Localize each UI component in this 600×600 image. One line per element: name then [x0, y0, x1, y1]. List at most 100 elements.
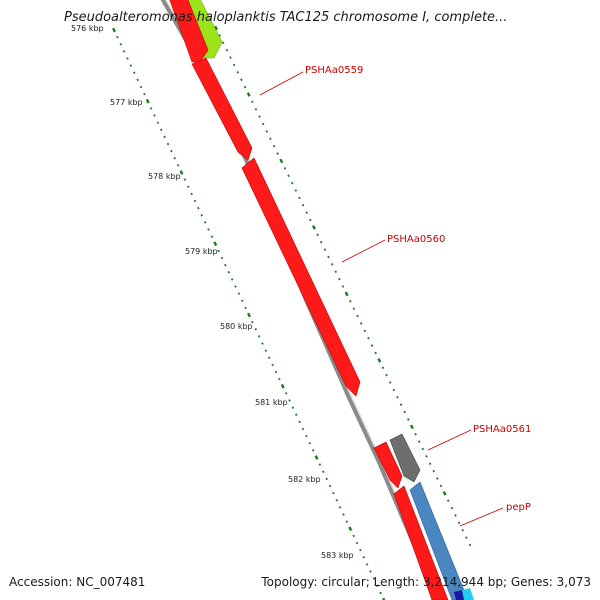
tick-mark [200, 213, 203, 217]
tick-mark [210, 235, 214, 238]
tick-mark [224, 263, 227, 267]
tick-mark [264, 349, 268, 352]
tick-dots-inner [112, 27, 386, 600]
tick-mark [119, 42, 122, 46]
tick-mark [323, 248, 327, 251]
gene-arrow-red-small[interactable] [373, 441, 403, 489]
tick-mark [237, 292, 241, 295]
tick-mark [276, 152, 279, 155]
tick-mark [234, 285, 237, 288]
tick-mark [376, 584, 379, 588]
tick-mark [176, 164, 180, 167]
tick-label: 581 kbp [255, 398, 288, 407]
tick-mark [227, 270, 230, 274]
tick-mark [283, 167, 287, 170]
gene-arrow-red-lower[interactable] [393, 485, 449, 600]
tick-mark [190, 192, 193, 196]
tick-mark [213, 241, 218, 247]
tick-mark [257, 335, 261, 338]
gene-arrow-pshaa0560[interactable] [241, 157, 361, 397]
tick-mark [421, 447, 425, 451]
leader-line-pshaa0559 [259, 71, 304, 96]
tick-mark [309, 218, 312, 222]
gene-arrow-red-top[interactable] [168, 0, 209, 63]
tick-mark [439, 484, 443, 488]
tick-mark [225, 48, 229, 52]
gene-arrow-pepp[interactable] [409, 481, 469, 600]
tick-mark [468, 543, 472, 547]
gene-arrow-pshaa0559[interactable] [191, 57, 253, 161]
tick-dots-outer [214, 25, 472, 547]
tick-mark [122, 50, 126, 53]
tick-mark [197, 206, 200, 210]
tick-mark [163, 135, 166, 139]
tick-mark [338, 506, 342, 509]
tick-mark [465, 536, 468, 539]
tick-mark [388, 381, 392, 384]
tick-mark [246, 92, 251, 97]
tick-mark [446, 499, 450, 502]
tick-mark [335, 498, 338, 502]
tick-mark [290, 181, 294, 185]
tick-mark [372, 577, 376, 580]
tick-mark [254, 107, 258, 111]
gene-arrow-cyan[interactable] [462, 588, 474, 600]
tick-mark [355, 541, 359, 545]
tick-mark [314, 455, 319, 460]
tick-mark [370, 344, 374, 347]
tick-mark [265, 130, 269, 133]
tick-mark [126, 57, 129, 60]
tick-mark [179, 170, 184, 175]
tick-mark [230, 278, 234, 281]
tick-mark [442, 490, 447, 496]
tick-mark [417, 440, 421, 443]
tick-mark [170, 149, 173, 153]
tick-label: 582 kbp [288, 475, 321, 484]
tick-mark [214, 25, 218, 31]
tick-mark [432, 469, 435, 473]
accession-text: Accession: NC_007481 [9, 575, 146, 589]
tick-mark [381, 366, 385, 370]
tick-mark [385, 373, 388, 377]
tick-mark [153, 114, 156, 117]
tick-mark [379, 591, 382, 595]
tick-mark [374, 351, 377, 355]
tick-mark [377, 358, 382, 363]
tick-mark [232, 63, 236, 67]
tick-mark [338, 277, 341, 281]
tick-mark [382, 597, 386, 600]
tick-mark [139, 85, 143, 89]
tick-mark [392, 388, 396, 392]
tick-mark [298, 196, 301, 200]
tick-mark [145, 98, 150, 104]
tick-mark [291, 406, 295, 409]
tick-label: 576 kbp [71, 24, 104, 33]
tick-mark [362, 555, 365, 559]
tick-mark [396, 395, 399, 399]
tick-mark [220, 256, 224, 260]
tick-mark [352, 307, 356, 310]
tick-mark [305, 211, 308, 214]
tick-mark [330, 263, 334, 266]
map-title: Pseudoalteromonas haloplanktis TAC125 ch… [64, 10, 508, 25]
tick-mark [244, 306, 247, 310]
tick-mark [251, 320, 254, 324]
gene-arrow-pshaa0561[interactable] [389, 433, 421, 483]
chromosome-backbone [160, 0, 441, 600]
tick-label: 579 kbp [185, 247, 218, 256]
tick-mark [356, 314, 359, 318]
tick-mark [133, 71, 136, 75]
tick-mark [274, 370, 278, 374]
tick-mark [187, 185, 190, 189]
tick-mark [261, 122, 265, 126]
tick-label: 583 kbp [321, 551, 354, 560]
tick-mark [280, 383, 285, 389]
tick-mark [183, 178, 187, 181]
tick-mark [287, 174, 290, 178]
tick-label: 580 kbp [220, 322, 253, 331]
tick-mark [316, 233, 319, 237]
tick-mark [363, 329, 367, 333]
tick-mark [136, 78, 139, 82]
tick-mark [222, 41, 225, 45]
